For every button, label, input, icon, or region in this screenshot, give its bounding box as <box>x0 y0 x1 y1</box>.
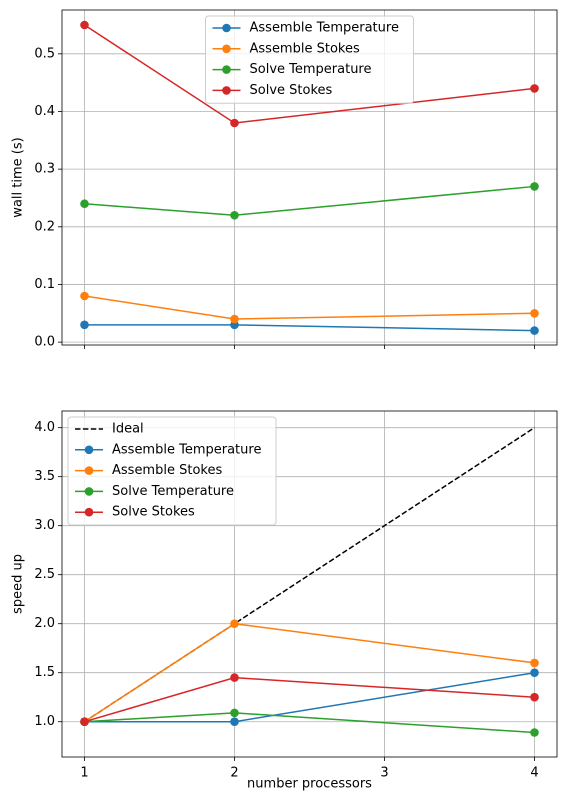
legend-label: Assemble Temperature <box>250 21 399 36</box>
legend-box <box>205 15 414 104</box>
data-point <box>230 118 239 128</box>
y-tick-label: 4.0 <box>34 420 55 435</box>
x-tick-label: 1 <box>80 766 88 781</box>
legend-marker <box>84 466 94 475</box>
data-point <box>230 314 239 324</box>
legend-marker <box>222 23 231 33</box>
data-point <box>530 84 539 93</box>
axes-frame <box>61 9 558 346</box>
legend-label: Assemble Stokes <box>112 463 222 478</box>
data-point <box>530 692 539 702</box>
legend-label: Solve Stokes <box>112 505 195 520</box>
legend-label: Ideal <box>112 422 144 437</box>
data-point <box>530 668 539 678</box>
y-tick-label: 0.4 <box>34 104 55 119</box>
y-tick-label: 1.0 <box>34 714 55 729</box>
subplot: 1 2 3 4 1.0 1.5 2.0 2.5 3.0 3.5 4.0 speed up number … <box>11 410 558 792</box>
data-point <box>530 308 539 318</box>
legend: Ideal Assemble Temperature Assemble Stokes… <box>67 416 277 526</box>
legend-label: Assemble Temperature <box>112 442 261 457</box>
legend-marker <box>84 445 94 455</box>
data-point <box>230 673 239 682</box>
legend-box <box>67 416 277 526</box>
y-tick-label: 0.3 <box>34 162 55 177</box>
x-axis-label: number processors <box>247 777 372 792</box>
y-tick-label: 3.5 <box>34 469 55 484</box>
y-tick-label: 1.5 <box>34 665 55 680</box>
legend-marker <box>222 86 231 95</box>
data-point <box>530 658 539 668</box>
legend-label: Solve Stokes <box>250 83 333 98</box>
data-point <box>230 619 239 628</box>
x-tick-label: 3 <box>380 766 388 781</box>
series-line <box>84 324 535 332</box>
legend-marker <box>222 65 231 74</box>
y-tick-label: 2.0 <box>34 616 55 631</box>
legend-label: Solve Temperature <box>112 484 234 499</box>
data-point <box>230 708 239 718</box>
series-line <box>84 712 535 734</box>
data-point <box>80 199 89 209</box>
x-tick-label: 2 <box>230 766 238 781</box>
data-point <box>230 210 239 220</box>
data-point <box>230 717 239 727</box>
series-line <box>84 671 535 723</box>
y-tick-label: 3.0 <box>34 518 55 533</box>
y-tick-label: 0.1 <box>34 277 55 292</box>
data-point <box>80 291 89 301</box>
legend-label: Assemble Stokes <box>250 41 360 56</box>
legend-marker <box>222 44 231 54</box>
series-line <box>84 295 535 320</box>
data-point <box>80 717 89 727</box>
y-axis-label: wall time (s) <box>11 137 26 217</box>
data-point <box>530 182 539 191</box>
legend: Assemble Temperature Assemble Stokes Solve… <box>205 15 414 104</box>
subplot: 0.0 0.1 0.2 0.3 0.4 0.5 wall time (s) Assemble … <box>11 9 558 350</box>
series-line <box>84 185 535 217</box>
data-point <box>530 326 539 335</box>
data-point <box>80 20 89 30</box>
y-tick-label: 0.0 <box>34 335 55 350</box>
data-point <box>530 728 539 737</box>
legend-marker <box>84 487 94 496</box>
y-tick-label: 2.5 <box>34 567 55 582</box>
data-point <box>80 320 89 330</box>
y-tick-label: 0.2 <box>34 219 55 234</box>
axes-frame <box>61 410 558 758</box>
legend-marker <box>84 507 94 517</box>
legend-label: Solve Temperature <box>250 62 372 77</box>
x-tick-label: 4 <box>530 766 538 781</box>
y-axis-label: speed up <box>11 554 26 614</box>
y-tick-label: 0.5 <box>34 46 55 61</box>
